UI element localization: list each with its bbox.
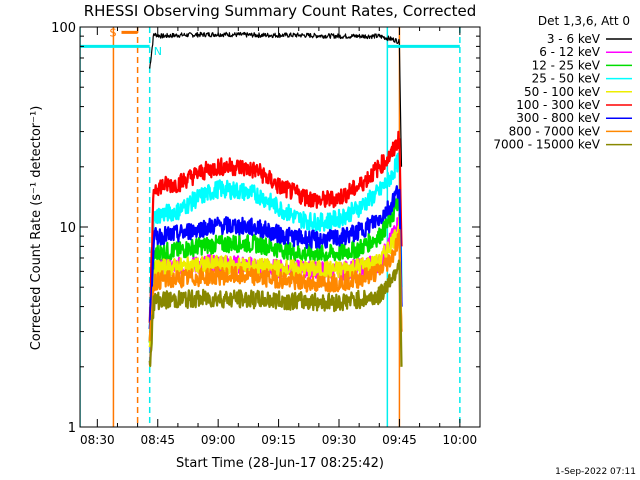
legend-label-3: 25 - 50 keV xyxy=(532,72,601,86)
footer-timestamp: 1-Sep-2022 07:11 xyxy=(555,467,636,477)
legend-label-6: 300 - 800 keV xyxy=(516,111,600,125)
x-tick-label-3: 09:15 xyxy=(261,433,296,447)
legend-label-0: 3 - 6 keV xyxy=(547,32,601,46)
legend-label-1: 6 - 12 keV xyxy=(539,45,601,59)
legend-label-7: 800 - 7000 keV xyxy=(509,124,601,138)
annotation-label-1: N xyxy=(154,45,162,58)
chart-title: RHESSI Observing Summary Count Rates, Co… xyxy=(84,2,477,20)
plot-area: SN xyxy=(80,26,461,427)
legend-label-2: 12 - 25 keV xyxy=(532,58,601,72)
y-tick-label-0: 1 xyxy=(68,421,76,436)
legend-label-8: 7000 - 15000 keV xyxy=(493,138,600,152)
series-line-7 xyxy=(148,228,403,342)
x-tick-label-5: 09:45 xyxy=(382,433,417,447)
series-line-3 xyxy=(148,151,403,329)
y-tick-label-2: 100 xyxy=(51,21,76,36)
legend-header: Det 1,3,6, Att 0 xyxy=(538,14,630,28)
x-tick-label-2: 09:00 xyxy=(201,433,236,447)
axes: 08:30 08:45 09:00 09:15 09:30 09:45 10:00 1 10 10… xyxy=(51,21,481,447)
series-line-8 xyxy=(148,259,403,368)
series-line-2 xyxy=(148,191,403,343)
x-tick-label-6: 10:00 xyxy=(443,433,478,447)
annotation-label-0: S xyxy=(109,26,116,39)
series-line-0 xyxy=(149,31,403,167)
plot-frame xyxy=(79,26,481,428)
x-axis-label: Start Time (28-Jun-17 08:25:42) xyxy=(176,456,384,471)
x-tick-label-1: 08:45 xyxy=(140,433,175,447)
y-axis-label: Corrected Count Rate (s⁻¹ detector⁻¹) xyxy=(29,106,44,351)
y-tick-label-1: 10 xyxy=(59,221,76,236)
legend-label-5: 100 - 300 keV xyxy=(516,98,600,112)
x-tick-label-4: 09:30 xyxy=(322,433,357,447)
x-tick-label-0: 08:30 xyxy=(80,433,115,447)
legend-label-4: 50 - 100 keV xyxy=(524,85,601,99)
series-line-6 xyxy=(148,185,403,330)
series-line-5 xyxy=(148,130,403,323)
